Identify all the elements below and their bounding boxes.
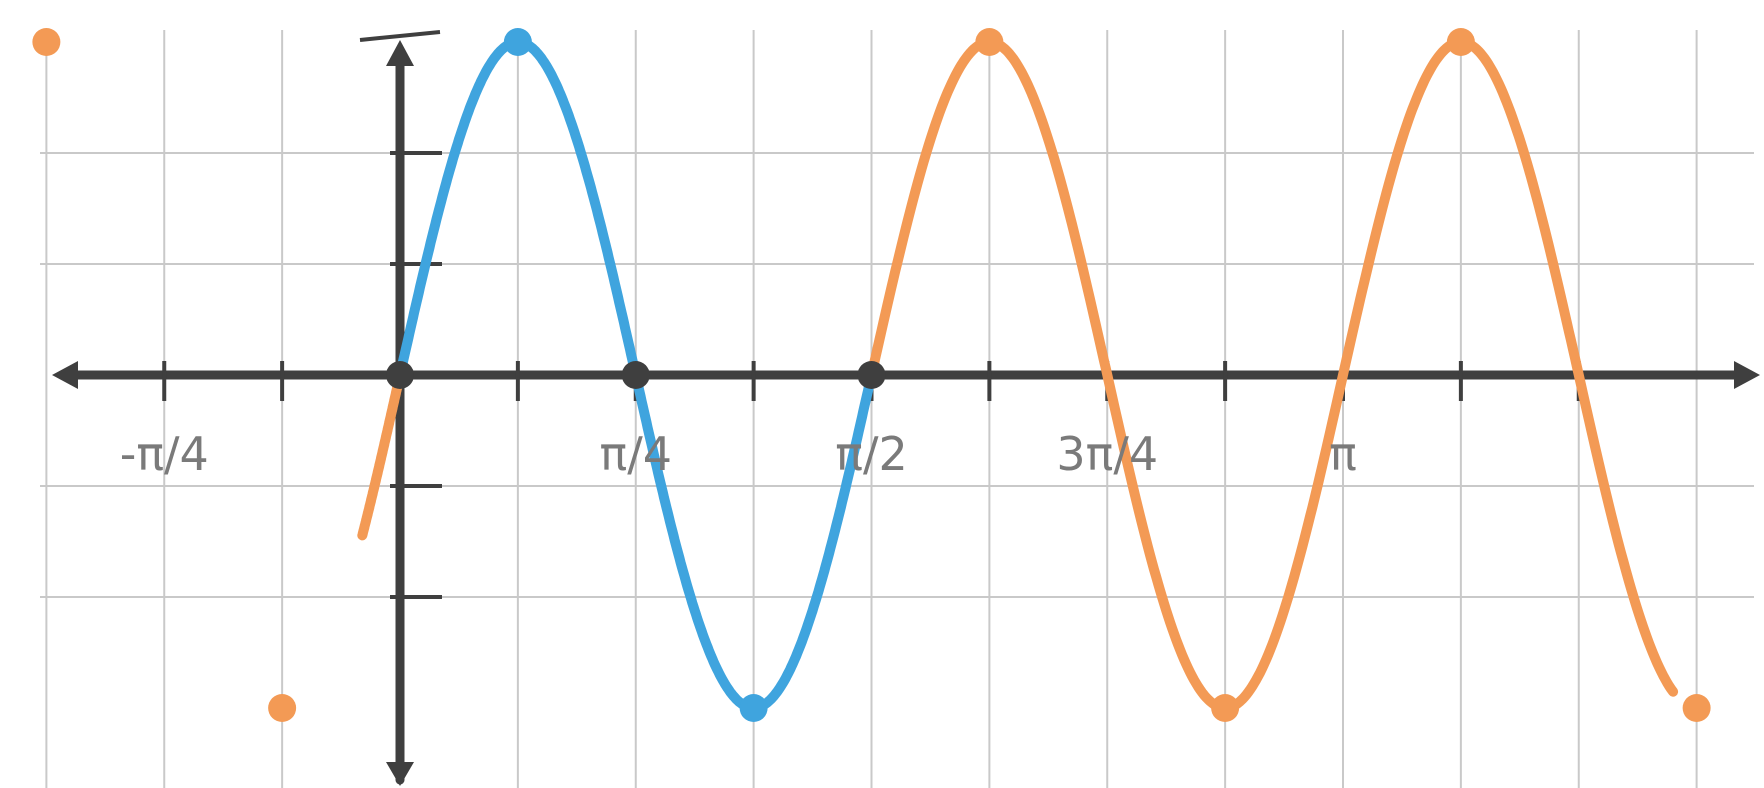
extension-point: [268, 694, 297, 722]
tick-labels: -π/4 π/4 π/2 3π/4 π: [120, 427, 1357, 481]
extension-point: [32, 28, 61, 56]
x-tick-label-text: 3π/4: [1056, 427, 1158, 481]
x-tick-label: π/4: [600, 427, 672, 481]
x-axis-left-arrow: [52, 361, 78, 389]
x-tick-label-text: -π/4: [120, 427, 209, 481]
one-period-point: [739, 694, 768, 722]
x-tick-label-text: π: [1329, 427, 1357, 481]
x-tick-label: π: [1329, 427, 1357, 481]
extension-curve-right: [866, 37, 1679, 713]
extension-point: [1682, 694, 1711, 722]
key-points: [32, 28, 1711, 722]
y-axis-bottom-arrow: [386, 762, 414, 786]
axes: [52, 30, 1760, 786]
extension-point: [1446, 28, 1475, 56]
extension-point: [1211, 694, 1240, 722]
y-axis-top-tick: [359, 30, 441, 42]
one-period-point: [503, 28, 532, 56]
grid: [40, 30, 1754, 788]
one-period-point: [857, 361, 886, 389]
extension-point: [975, 28, 1004, 56]
one-period-point: [386, 361, 414, 389]
one-period-point: [621, 361, 650, 389]
extension-curve-left: [357, 370, 405, 541]
y-axis-top-arrow: [386, 40, 414, 66]
x-tick-label: 3π/4: [1056, 427, 1158, 481]
x-axis-right-arrow: [1734, 361, 1760, 389]
x-tick-label: -π/4: [120, 427, 209, 481]
x-tick-label-text: π/2: [835, 427, 907, 481]
x-tick-label-text: π/4: [600, 427, 672, 481]
x-tick-label: π/2: [835, 427, 907, 481]
